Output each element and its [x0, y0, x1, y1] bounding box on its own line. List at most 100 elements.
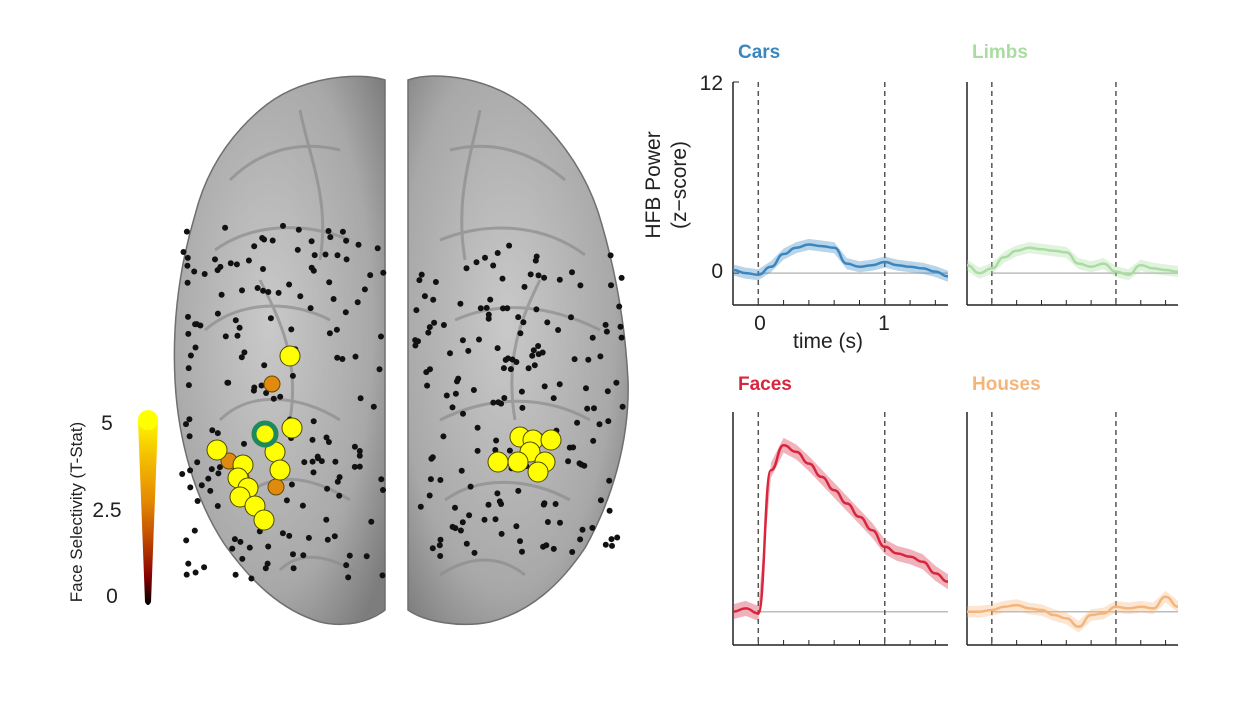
electrode-dot [251, 243, 258, 250]
electrode-dot [492, 447, 499, 453]
electrode-dot [356, 448, 363, 454]
electrode-dot [493, 437, 500, 444]
electrode-dot [457, 300, 464, 307]
electrode-dot [248, 575, 255, 582]
electrode-dot [544, 519, 551, 525]
electrode-dot [327, 234, 334, 241]
electrode-dot [426, 324, 433, 331]
electrode-dot [297, 293, 304, 300]
electrode-dot [262, 565, 269, 572]
electrode-dot [569, 549, 576, 555]
y-tick-0: 0 [711, 260, 723, 283]
electrode-dot [246, 544, 253, 551]
electrode-dot [527, 271, 534, 278]
electrode-dot [245, 257, 252, 264]
electrode-dot [613, 379, 620, 386]
electrode-dot [239, 555, 246, 562]
y-axis-label-line2: (z−score) [668, 141, 691, 229]
electrode-dot [326, 279, 333, 286]
electrode-dot [187, 352, 194, 359]
electrode-dot [289, 372, 296, 379]
electrode-dot [233, 261, 240, 268]
electrode-dot [265, 543, 272, 550]
electrode-dot [192, 569, 199, 576]
electrode-dot [452, 504, 458, 511]
electrode-dot [356, 463, 363, 470]
electrode-dot-selective [487, 451, 509, 473]
electrode-dot [459, 519, 466, 526]
electrode-dot [351, 463, 358, 470]
electrode-dot [260, 266, 266, 272]
electrode-dot-selective [527, 461, 549, 483]
electrode-dot [267, 315, 274, 322]
electrode-dot [521, 283, 528, 290]
electrode-dot [578, 461, 585, 468]
electrode-dot [325, 439, 332, 445]
electrode-dot [251, 384, 258, 391]
electrode-dot [529, 352, 536, 359]
electrode-dot [496, 498, 503, 505]
electrode-dot [184, 254, 191, 261]
electrode-dot [463, 265, 470, 272]
electrode-dot [416, 277, 423, 284]
y-tick-12: 12 [700, 72, 723, 95]
electrode-dot [332, 458, 339, 465]
electrode-dot [463, 540, 470, 547]
electrode-dot [214, 430, 221, 437]
electrode-dot [618, 334, 625, 341]
electrode-dot [368, 518, 375, 525]
electrode-dot [241, 349, 248, 356]
electrode-dot [437, 553, 444, 559]
electrode-dot [506, 242, 513, 249]
electrode-dot [494, 490, 501, 497]
panel-houses: Houses [966, 374, 1179, 646]
electrode-dot [423, 369, 430, 376]
electrode-dot [550, 545, 557, 552]
electrode-dot [535, 351, 542, 358]
electrode-dot [201, 564, 208, 571]
electrode-dot [584, 405, 591, 412]
electrode-dot [192, 344, 199, 351]
electrode-dot [583, 385, 589, 392]
electrode-dot [473, 259, 480, 266]
electrode-dot [515, 487, 522, 494]
electrode-dot [180, 249, 187, 255]
electrode-dot [517, 330, 524, 337]
electrode-dot [370, 403, 377, 410]
electrode-dot [356, 452, 363, 459]
electrode-dot [417, 503, 424, 510]
electrode-dot [485, 311, 492, 318]
electrode-dot [183, 228, 190, 235]
electrode-dot-selective [206, 439, 228, 461]
colorbar-label: Face Selectivity (T-Stat) [67, 422, 86, 602]
electrode-dot [318, 458, 325, 465]
electrode-dot [541, 274, 548, 281]
electrode-dot [432, 279, 439, 285]
electrode-dot [343, 256, 350, 263]
electrode-dot [556, 276, 563, 283]
electrode-dot [275, 289, 282, 296]
electrode-dot [530, 347, 537, 354]
electrode-dot [519, 404, 526, 411]
electrode-dot [324, 536, 331, 543]
electrode-dot [205, 475, 212, 482]
electrode-dot [437, 536, 444, 543]
electrode-dot [311, 252, 318, 259]
electrode-dot [379, 572, 386, 579]
electrode-dot [499, 275, 506, 282]
electrode-dot [261, 362, 268, 369]
electrode-dot [263, 390, 270, 396]
electrode-dot [342, 309, 349, 316]
electrode-dot [183, 537, 190, 544]
electrode-dot [619, 403, 626, 410]
colorbar-wedge [138, 415, 158, 605]
highlighted-electrode [251, 420, 279, 448]
electrode-dot [234, 332, 241, 339]
electrode-dot [193, 321, 200, 328]
electrode-dot [254, 285, 261, 291]
electrode-dot [590, 437, 597, 444]
electrode-dot [363, 553, 370, 560]
electrode-dot [490, 399, 497, 406]
series-line-houses [967, 595, 1179, 628]
